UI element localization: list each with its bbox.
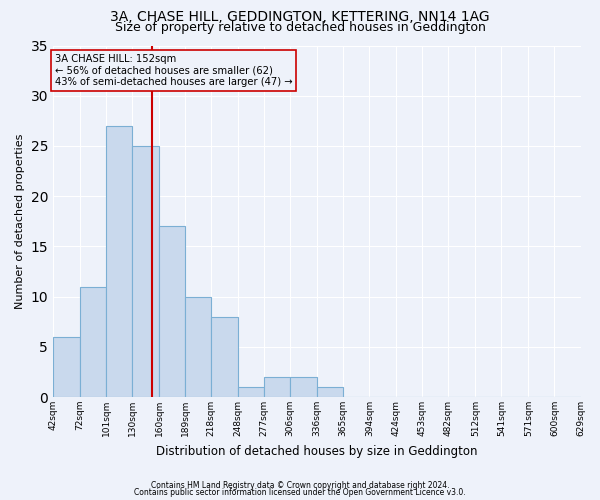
Text: 3A CHASE HILL: 152sqm
← 56% of detached houses are smaller (62)
43% of semi-deta: 3A CHASE HILL: 152sqm ← 56% of detached … (55, 54, 292, 86)
Bar (159, 226, 185, 397)
Bar (238, 387, 264, 397)
Y-axis label: Number of detached properties: Number of detached properties (15, 134, 25, 309)
Bar (53, 337, 80, 397)
Text: Size of property relative to detached houses in Geddington: Size of property relative to detached ho… (115, 21, 485, 34)
Text: 3A, CHASE HILL, GEDDINGTON, KETTERING, NN14 1AG: 3A, CHASE HILL, GEDDINGTON, KETTERING, N… (110, 10, 490, 24)
X-axis label: Distribution of detached houses by size in Geddington: Distribution of detached houses by size … (156, 444, 478, 458)
Bar (290, 377, 317, 397)
Bar (317, 387, 343, 397)
Bar (106, 126, 132, 397)
Text: Contains public sector information licensed under the Open Government Licence v3: Contains public sector information licen… (134, 488, 466, 497)
Bar (211, 316, 238, 397)
Bar (185, 296, 211, 397)
Bar (132, 146, 159, 397)
Bar (80, 286, 106, 397)
Text: Contains HM Land Registry data © Crown copyright and database right 2024.: Contains HM Land Registry data © Crown c… (151, 481, 449, 490)
Bar (264, 377, 290, 397)
